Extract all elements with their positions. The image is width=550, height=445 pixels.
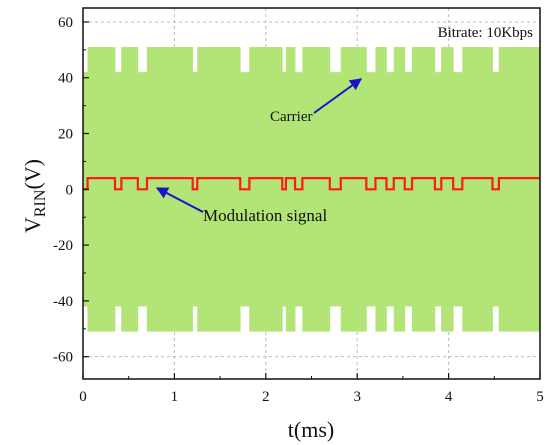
y-tick-label: -20 [53,238,73,254]
carrier-envelope-segment [340,47,367,332]
x-axis-title: t(ms) [288,417,334,442]
y-axis-title-group: VRIN(V) [20,159,49,233]
x-tick-label: 0 [79,389,87,405]
modulation-arrow [155,187,204,213]
x-tick-label: 4 [445,389,453,405]
y-tick-label: -60 [53,350,73,366]
y-axis-title-sub: RIN [32,189,49,217]
carrier-envelope-segment [249,47,283,332]
y-axis-title: VRIN(V) [20,159,49,233]
carrier-envelope-segment [375,47,387,332]
carrier-envelope-segment [87,47,116,332]
carrier-envelope-segment [197,47,241,332]
carrier-label: Carrier [270,109,312,125]
axis-ticks: 0 1 2 3 4 5 -60 -40 -20 0 20 40 60 [53,15,544,405]
y-tick-label: 0 [66,182,74,198]
y-tick-label: 40 [58,71,73,87]
carrier-arrow [313,78,362,114]
modulation-line [83,177,540,191]
x-tick-label: 2 [262,389,270,405]
y-tick-label: -40 [53,294,73,310]
x-tick-label: 3 [353,389,361,405]
carrier-envelope-segment [441,47,454,332]
carrier-envelope-segment [462,47,493,332]
carrier-series [82,47,541,332]
y-tick-label: 20 [58,127,73,143]
y-tick-label: 60 [58,15,73,31]
bitrate-label: Bitrate: 10Kbps [438,25,534,41]
y-axis-title-tail: (V) [20,159,45,190]
modulation-label: Modulation signal [203,206,327,225]
x-tick-label: 5 [536,389,544,405]
y-axis-title-main: V [20,217,45,233]
carrier-envelope-segment [412,47,436,332]
carrier-envelope-segment [498,47,541,332]
x-tick-label: 1 [171,389,179,405]
carrier-envelope-segment [285,47,296,332]
carrier-envelope-segment [393,47,406,332]
carrier-envelope-segment [146,47,194,332]
carrier-envelope-segment [121,47,139,332]
modulation-series [83,177,540,191]
carrier-envelope-segment [302,47,331,332]
